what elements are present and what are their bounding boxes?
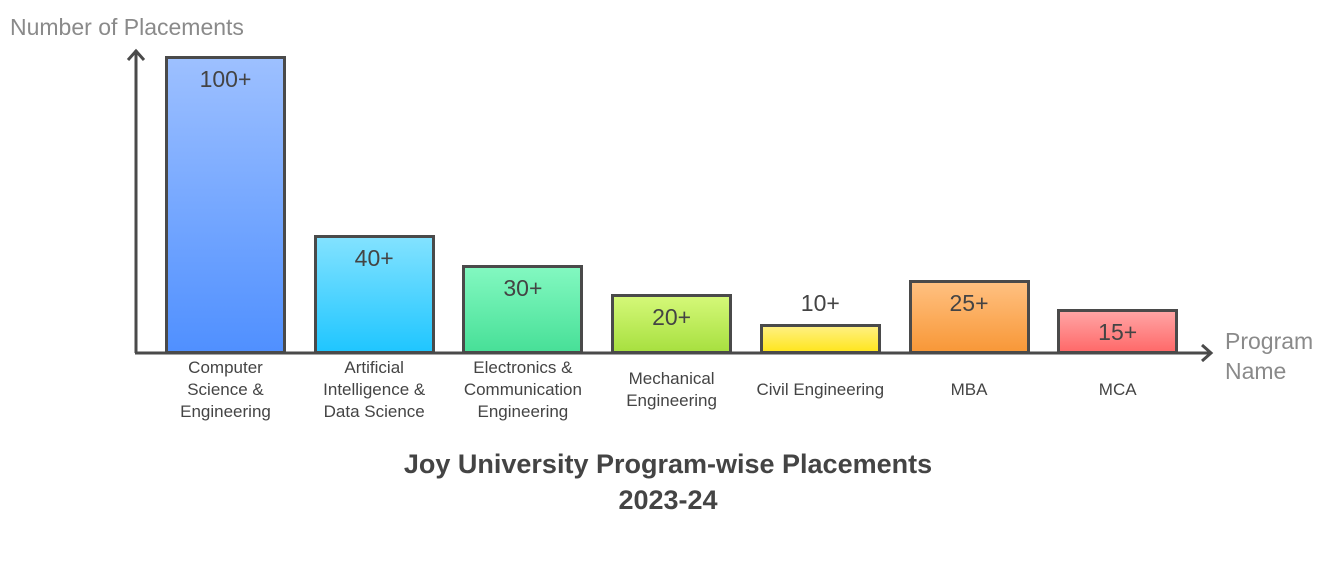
category-label: Civil Engineering bbox=[756, 380, 885, 399]
data-label: 15+ bbox=[1098, 319, 1138, 346]
data-label: 25+ bbox=[949, 289, 989, 316]
chart-title: Joy University Program-wise Placements 2… bbox=[403, 449, 933, 515]
bar bbox=[165, 56, 286, 354]
data-label: 20+ bbox=[652, 304, 692, 331]
bar bbox=[462, 264, 584, 354]
x-axis-arrow-icon bbox=[1201, 343, 1214, 363]
bar bbox=[1057, 309, 1179, 354]
bar bbox=[908, 279, 1030, 354]
category-label: Electronics & Communication Engineering bbox=[463, 358, 582, 421]
data-label: 40+ bbox=[354, 244, 394, 271]
data-label: 100+ bbox=[199, 66, 252, 92]
x-axis-label: Program Name bbox=[1225, 328, 1314, 384]
category-label: Computer Science & Engineering bbox=[180, 358, 271, 421]
category-label: MCA bbox=[1098, 380, 1137, 399]
bar bbox=[611, 294, 733, 354]
category-label: Artificial Intelligence & Data Science bbox=[323, 358, 426, 421]
category-label: Mechanical Engineering bbox=[626, 369, 717, 410]
bar bbox=[313, 234, 435, 354]
data-label: 30+ bbox=[503, 274, 543, 301]
bar bbox=[759, 324, 881, 354]
data-label: 10+ bbox=[800, 290, 840, 317]
y-axis-label: Number of Placements bbox=[10, 14, 244, 40]
category-label: MBA bbox=[950, 380, 988, 399]
y-axis-arrow-icon bbox=[126, 48, 146, 61]
